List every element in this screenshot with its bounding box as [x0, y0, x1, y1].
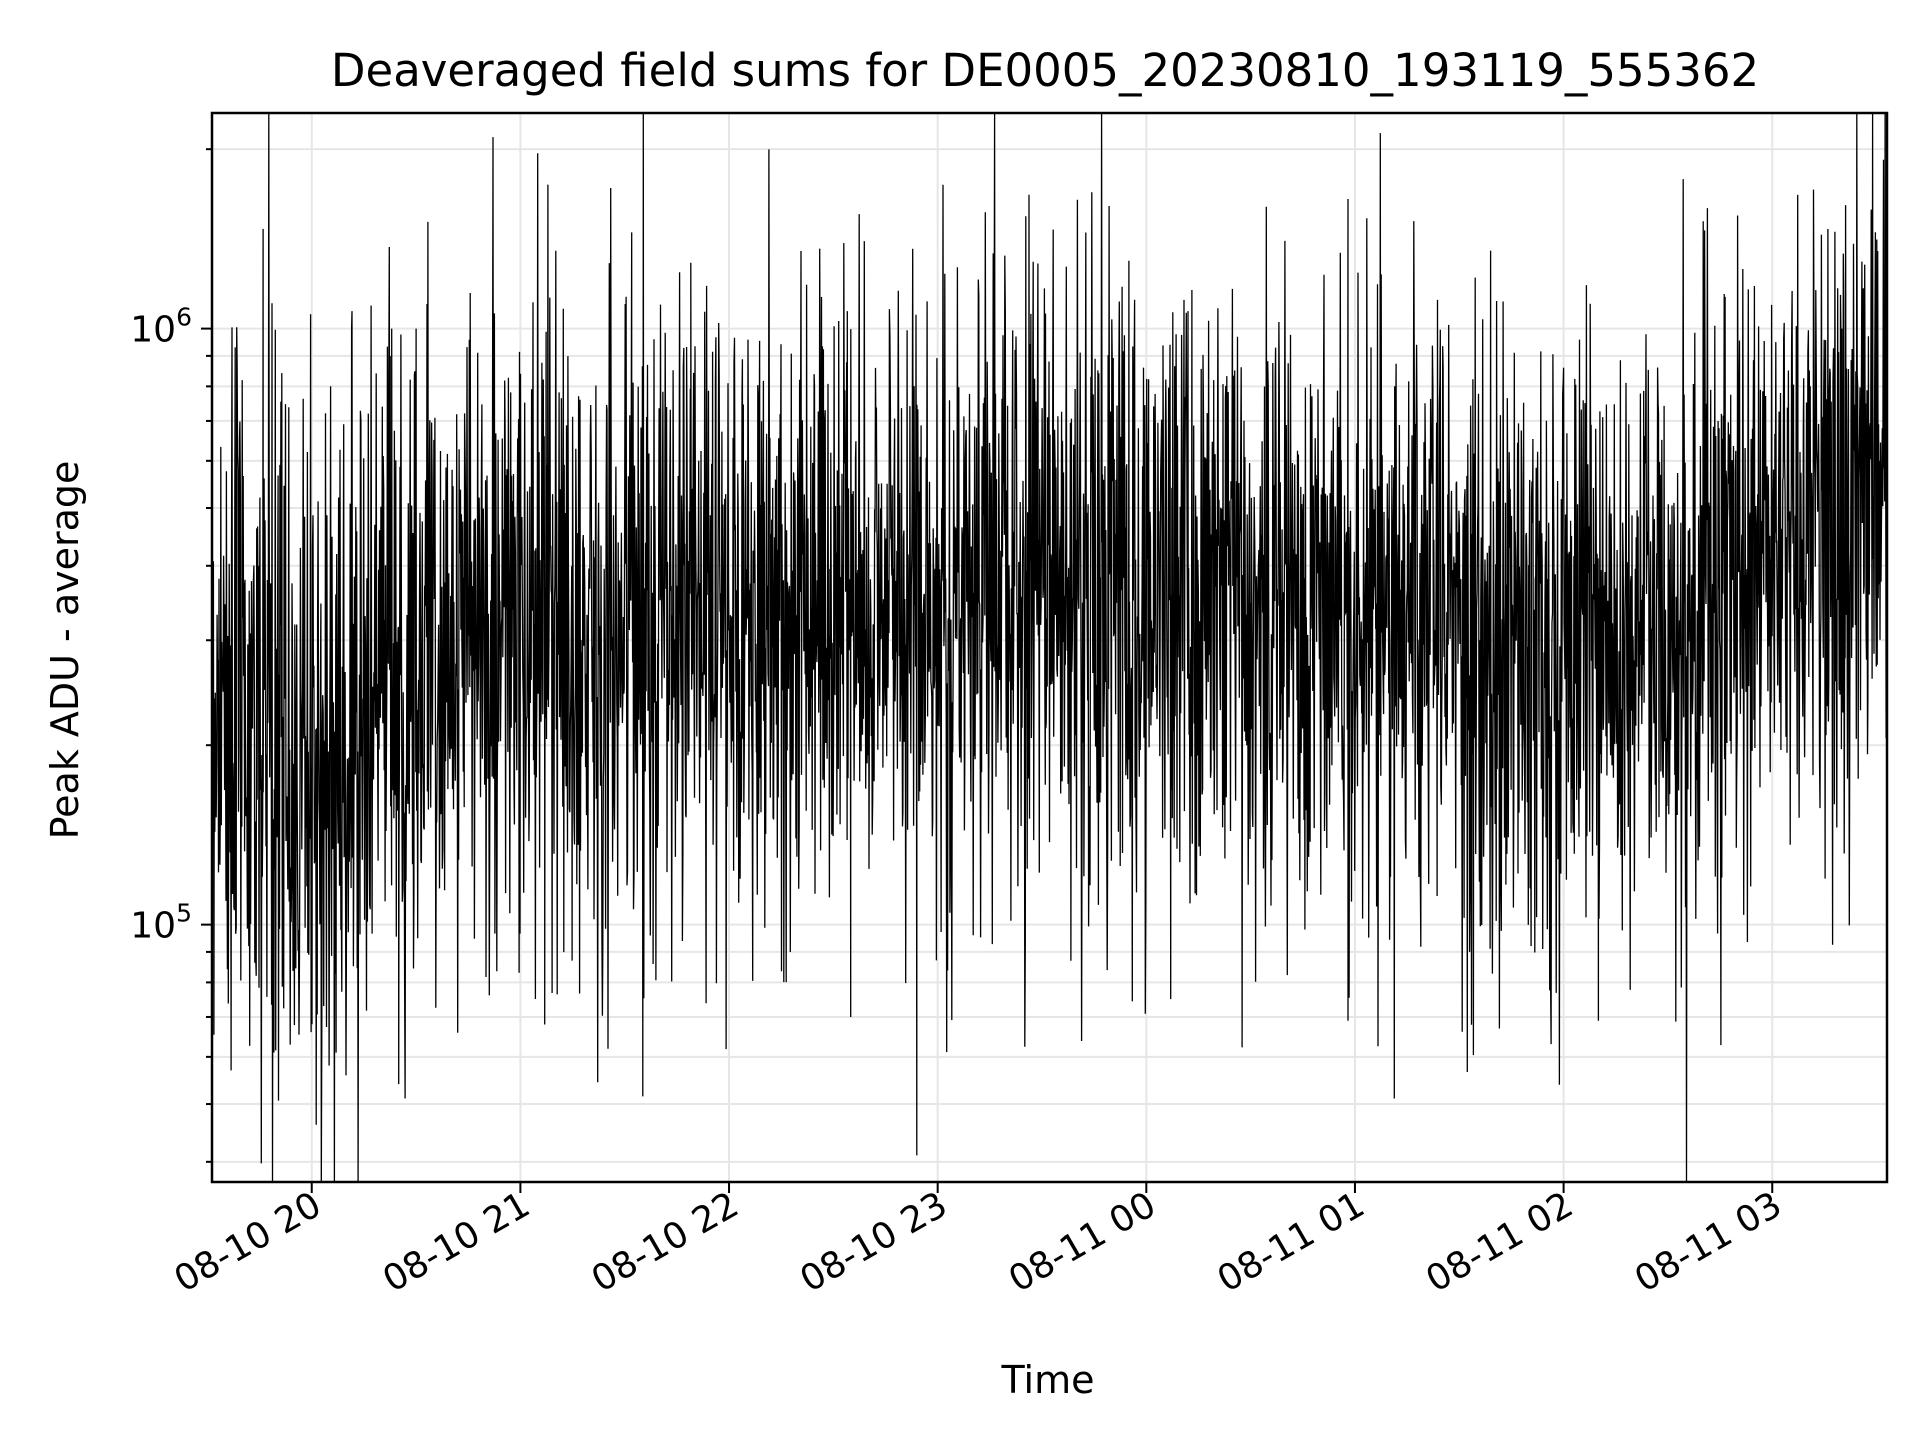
plot-frame	[210, 111, 1889, 1184]
x-axis-label: Time	[1001, 1358, 1095, 1402]
chart-title: Deaveraged field sums for DE0005_2023081…	[331, 44, 1759, 97]
y-tick-label: 105	[130, 899, 192, 947]
y-axis: 105 106	[130, 148, 212, 1163]
y-axis-label: Peak ADU - average	[43, 461, 87, 840]
series-line	[211, 112, 1888, 1183]
plot-area	[211, 112, 1888, 1183]
y-tick-label: 106	[130, 303, 192, 351]
